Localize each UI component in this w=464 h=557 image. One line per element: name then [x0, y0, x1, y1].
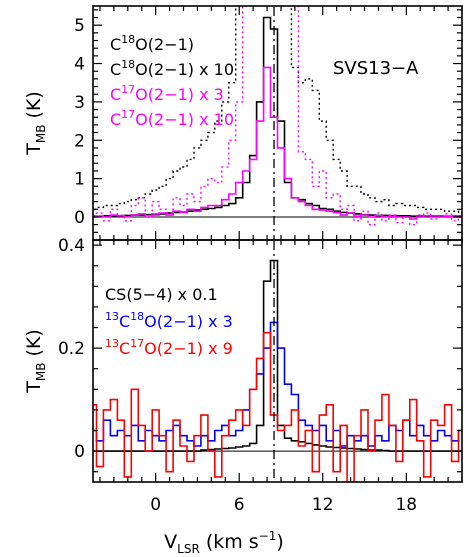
legend-entry: CS(5−4) x 0.1 — [105, 285, 218, 304]
series-line — [93, 6, 462, 214]
y-tick-label: 5 — [74, 16, 85, 36]
series-line — [93, 331, 462, 482]
panel-frame — [92, 239, 463, 483]
object-label: SVS13−A — [333, 58, 419, 79]
legend-entry: C17O(2−1) x 10 — [110, 108, 234, 129]
x-tick-label: 18 — [395, 495, 417, 515]
y-tick-label: 0 — [74, 208, 85, 228]
y-tick-label: 2 — [74, 131, 85, 151]
y-tick-label: 0 — [74, 442, 85, 462]
x-tick-label: 12 — [312, 495, 334, 515]
x-tick-label: 6 — [234, 495, 245, 515]
legend-entry: 13C17O(2−1) x 9 — [105, 337, 233, 358]
legend-entry: C17O(2−1) x 3 — [110, 83, 224, 104]
series-line — [93, 66, 462, 220]
y-tick-label: 0.4 — [58, 236, 85, 256]
x-axis-label: VLSR (km s−1) — [164, 529, 284, 556]
y-tick-label: 3 — [74, 93, 85, 113]
legend-entry: 13C18O(2−1) x 3 — [105, 310, 233, 331]
y-axis-label: TMB (K) — [23, 329, 48, 394]
y-axis-label: TMB (K) — [23, 91, 48, 156]
y-tick-label: 0.2 — [58, 339, 85, 359]
x-tick-label: 0 — [150, 495, 161, 515]
bottom-panel: 0 0.2 0.4 TMB (K) CS(5−4) x 0.1 13C18O(2−1) x… — [23, 236, 463, 515]
legend-entry: C18O(2−1) — [110, 33, 194, 54]
legend-entry: C18O(2−1) x 10 — [110, 58, 234, 79]
y-tick-label: 1 — [74, 170, 85, 190]
y-tick-label: 4 — [74, 55, 85, 75]
top-panel: 0 1 2 3 4 5 TMB (K) C18O(2−1) C18O(2−1) x 10 C17O… — [23, 5, 463, 241]
series-line — [93, 259, 462, 452]
